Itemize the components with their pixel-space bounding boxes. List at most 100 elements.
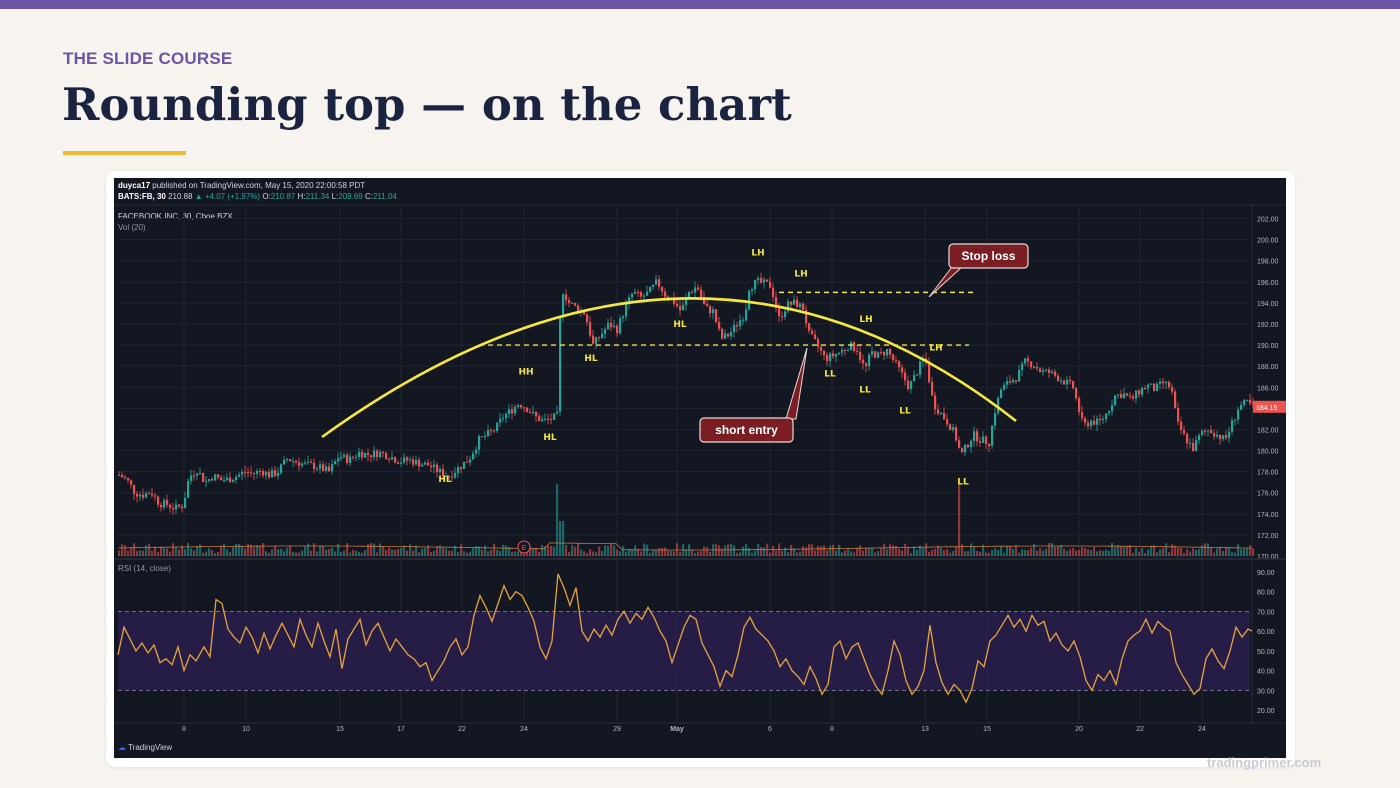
candle-body: [1081, 412, 1084, 419]
candle-body: [823, 350, 826, 356]
candle-body: [1042, 370, 1045, 372]
volume-bar: [922, 547, 925, 556]
candle-body: [985, 436, 988, 445]
candle-body: [349, 456, 352, 463]
candle-body: [916, 374, 919, 376]
volume-label: Vol (20): [118, 223, 146, 232]
volume-bar: [889, 543, 892, 556]
candle-body: [397, 462, 400, 464]
candle-body: [196, 473, 199, 476]
volume-bar: [337, 543, 340, 556]
candle-body: [358, 451, 361, 458]
volume-bar: [802, 546, 805, 556]
candle-body: [943, 412, 946, 420]
candle-body: [325, 466, 328, 471]
candle-body: [259, 470, 262, 472]
candle-body: [1126, 393, 1129, 396]
volume-bar: [118, 550, 121, 556]
candle-body: [970, 440, 973, 448]
candle-body: [226, 477, 229, 481]
candle-body: [574, 302, 577, 306]
volume-bar: [1045, 548, 1048, 556]
candle-body: [337, 458, 340, 462]
price-tick-label: 182.00: [1257, 427, 1279, 434]
volume-bar: [628, 548, 631, 556]
volume-bar: [157, 552, 160, 556]
candle-body: [562, 294, 565, 317]
candle-body: [766, 279, 769, 282]
volume-bar: [1075, 550, 1078, 556]
volume-bar: [346, 543, 349, 556]
candle-body: [1090, 420, 1093, 427]
volume-bar: [793, 548, 796, 556]
candle-body: [754, 279, 757, 290]
volume-bar: [652, 550, 655, 556]
rsi-tick-label: 60.00: [1257, 629, 1275, 636]
candle-body: [706, 304, 709, 307]
volume-bar: [364, 549, 367, 556]
volume-bar: [1048, 543, 1051, 556]
volume-bar: [703, 546, 706, 556]
volume-bar: [550, 545, 553, 556]
candle-body: [1039, 368, 1042, 372]
volume-bar: [865, 548, 868, 556]
volume-bar: [373, 543, 376, 556]
price-tick-label: 174.00: [1257, 512, 1279, 519]
candle-body: [421, 464, 424, 467]
candle-body: [1147, 384, 1150, 389]
tradingview-brand[interactable]: ☁ TradingView: [118, 743, 172, 752]
volume-bar: [469, 551, 472, 556]
volume-bar: [655, 549, 658, 556]
tradingview-chart[interactable]: duyca17 published on TradingView.com, Ma…: [114, 178, 1286, 758]
volume-bar: [910, 552, 913, 556]
candle-body: [454, 472, 457, 478]
volume-bar: [1195, 549, 1198, 556]
volume-bar: [1090, 550, 1093, 556]
candle-body: [1033, 367, 1036, 369]
candle-body: [937, 409, 940, 414]
volume-bar: [1105, 549, 1108, 556]
candle-body: [1054, 371, 1057, 376]
candle-body: [289, 459, 292, 462]
candle-body: [253, 472, 256, 474]
volume-bar: [634, 545, 637, 556]
volume-bar: [247, 543, 250, 556]
candle-body: [1078, 398, 1081, 413]
candle-body: [487, 430, 490, 437]
volume-bar: [1018, 552, 1021, 556]
candle-body: [613, 325, 616, 328]
rsi-line: [117, 573, 1253, 704]
volume-bar: [796, 552, 799, 556]
candle-body: [1111, 405, 1114, 412]
volume-bar: [1096, 551, 1099, 556]
candle-body: [319, 464, 322, 469]
volume-bar: [238, 544, 241, 556]
volume-bar: [883, 543, 886, 556]
swing-label: LL: [824, 370, 836, 380]
candle-body: [184, 497, 187, 509]
volume-bar: [901, 550, 904, 556]
candle-body: [778, 307, 781, 317]
volume-bar: [973, 546, 976, 556]
volume-bar: [277, 549, 280, 556]
candle-body: [886, 348, 889, 356]
candle-body: [445, 475, 448, 477]
volume-bar: [409, 544, 412, 556]
volume-bar: [586, 552, 589, 556]
candle-body: [838, 352, 841, 355]
volume-bar: [871, 547, 874, 556]
candle-body: [1063, 380, 1066, 385]
candle-body: [1120, 394, 1123, 398]
candle-body: [346, 454, 349, 463]
volume-bar: [508, 547, 511, 556]
candle-body: [355, 457, 358, 459]
volume-bar: [355, 550, 358, 556]
candle-body: [418, 459, 421, 467]
volume-bar: [235, 543, 238, 556]
volume-bar: [460, 544, 463, 556]
candle-body: [1027, 358, 1030, 362]
candle-body: [1177, 408, 1180, 422]
candle-body: [430, 465, 433, 468]
candle-body: [190, 475, 193, 481]
candle-body: [412, 459, 415, 465]
